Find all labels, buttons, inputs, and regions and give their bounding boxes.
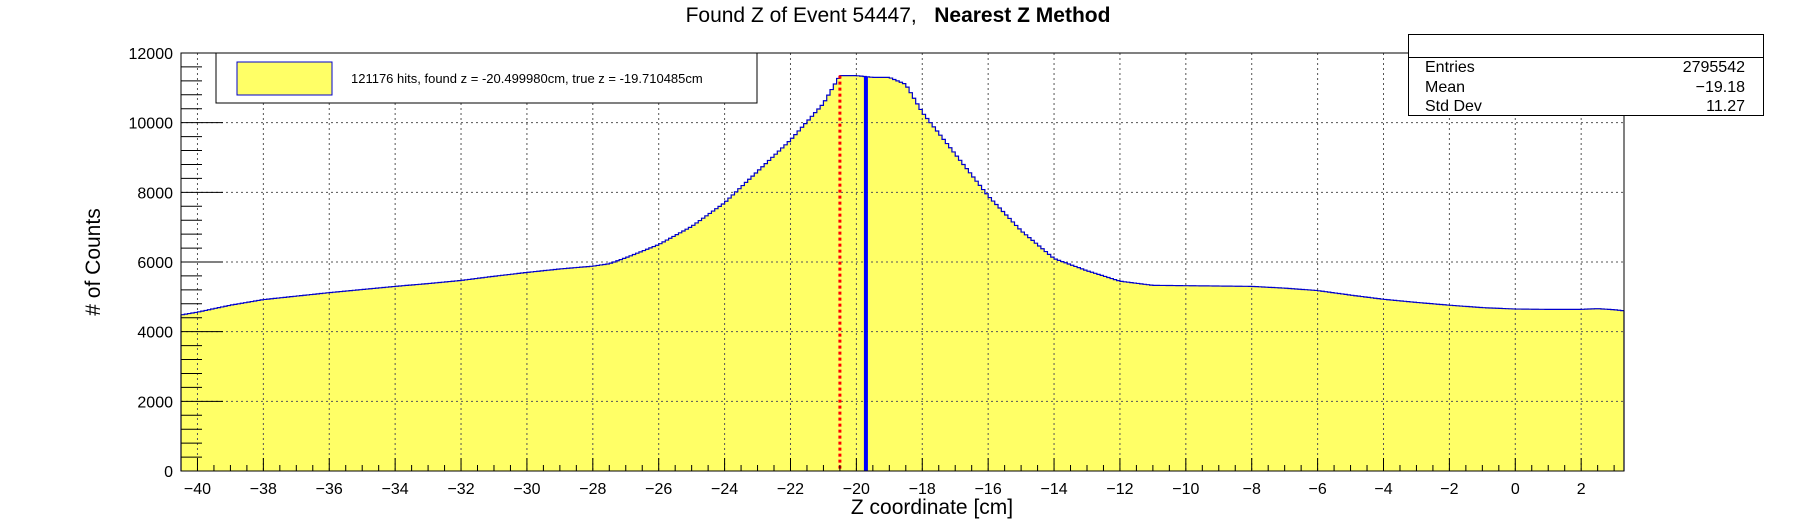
stats-value: −19.18 bbox=[1695, 78, 1745, 96]
y-tick-label: 4000 bbox=[137, 325, 173, 342]
stats-row-mean: Mean −19.18 bbox=[1409, 78, 1763, 98]
x-tick-label: −6 bbox=[1308, 481, 1326, 498]
legend-swatch bbox=[236, 61, 333, 96]
stats-row-entries: Entries 2795542 bbox=[1409, 58, 1763, 78]
stats-label: Std Dev bbox=[1425, 98, 1482, 115]
x-tick-label: −36 bbox=[316, 481, 343, 498]
legend-layer: 121176 hits, found z = -20.499980cm, tru… bbox=[215, 52, 758, 104]
y-tick-label: 0 bbox=[164, 464, 173, 481]
x-tick-label: −14 bbox=[1040, 481, 1067, 498]
x-tick-label: −18 bbox=[909, 481, 936, 498]
axis-layer: −40 −38 −36 −34 −32 −30 −28 −26 −24 −22 −20 −18 −16−… bbox=[82, 46, 1625, 519]
y-tick-label: 2000 bbox=[137, 394, 173, 411]
x-tick-label: −34 bbox=[382, 481, 409, 498]
x-tick-label: −20 bbox=[843, 481, 870, 498]
x-tick-label: −2 bbox=[1440, 481, 1458, 498]
x-tick-label: −16 bbox=[975, 481, 1002, 498]
x-axis-label: Z coordinate [cm] bbox=[851, 496, 1013, 519]
x-tick-label: −38 bbox=[250, 481, 277, 498]
x-tick-label: −4 bbox=[1374, 481, 1392, 498]
x-tick-label: −28 bbox=[579, 481, 606, 498]
stats-row-stddev: Std Dev 11.27 bbox=[1409, 97, 1763, 117]
title-main: Found Z of Event 54447, bbox=[685, 4, 917, 27]
x-tick-label: −8 bbox=[1243, 481, 1261, 498]
stats-label: Mean bbox=[1425, 78, 1466, 96]
x-tick-label: −30 bbox=[513, 481, 540, 498]
stats-value: 2795542 bbox=[1682, 59, 1745, 76]
stats-value: 11.27 bbox=[1706, 98, 1745, 115]
chart-title: Found Z of Event 54447, Nearest Z Method bbox=[0, 4, 1796, 28]
data-layer bbox=[181, 75, 1624, 471]
x-tick-label: −22 bbox=[777, 481, 804, 498]
x-tick-label: −24 bbox=[711, 481, 738, 498]
y-tick-label: 8000 bbox=[137, 185, 173, 202]
x-tick-label: −32 bbox=[447, 481, 474, 498]
stats-label: Entries bbox=[1425, 59, 1475, 76]
title-method: Nearest Z Method bbox=[934, 4, 1111, 27]
y-axis-label: # of Counts bbox=[82, 208, 105, 315]
stats-header bbox=[1409, 35, 1763, 58]
y-tick-label: 6000 bbox=[137, 255, 173, 272]
stats-box: Entries 2795542 Mean −19.18 Std Dev 11.2… bbox=[1408, 34, 1764, 116]
y-tick-label: 10000 bbox=[129, 116, 174, 133]
legend-label: 121176 hits, found z = -20.499980cm, tru… bbox=[351, 71, 703, 86]
x-tick-label: −40 bbox=[184, 481, 211, 498]
x-tick-label: −10 bbox=[1172, 481, 1199, 498]
histogram-fill bbox=[181, 75, 1624, 471]
x-tick-label: −26 bbox=[645, 481, 672, 498]
x-tick-label: −12 bbox=[1106, 481, 1133, 498]
y-tick-label: 12000 bbox=[129, 46, 174, 63]
x-tick-label: 2 bbox=[1577, 481, 1586, 498]
x-tick-label: 0 bbox=[1511, 481, 1520, 498]
